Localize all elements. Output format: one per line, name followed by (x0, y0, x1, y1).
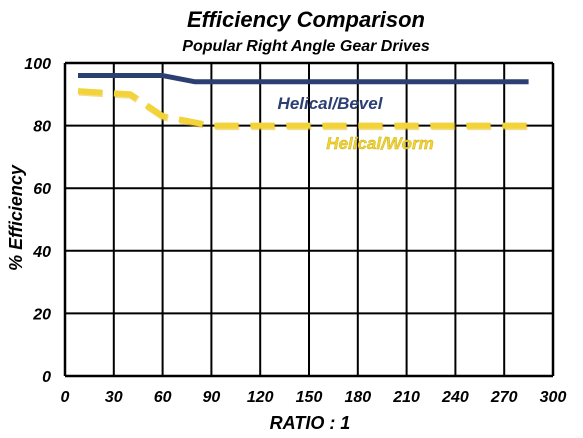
x-tick-label: 150 (296, 389, 323, 406)
series-label-helical-worm: Helical/Worm (326, 134, 433, 153)
y-tick-label: 20 (32, 306, 51, 323)
x-tick-label: 60 (154, 389, 172, 406)
chart-title: Efficiency Comparison (187, 7, 425, 32)
series-label-helical-bevel: Helical/Bevel (278, 94, 384, 113)
series-lines (77, 73, 530, 131)
x-tick-label: 300 (540, 389, 567, 406)
x-tick-label: 0 (61, 389, 70, 406)
grid-lines (63, 61, 555, 378)
x-tick-label: 90 (203, 389, 221, 406)
x-tick-label: 120 (247, 389, 274, 406)
y-tick-label: 0 (42, 369, 51, 386)
tick-labels: 0 30 60 90 120 150 180 210 240 270 300 0 20 40 60 80 100 (24, 56, 566, 406)
y-axis-label: % Efficiency (6, 164, 26, 271)
series-line-helical-bevel (78, 73, 529, 85)
x-tick-label: 30 (105, 389, 123, 406)
y-tick-label: 80 (33, 119, 51, 136)
x-tick-label: 210 (392, 389, 420, 406)
x-tick-label: 240 (441, 389, 469, 406)
y-tick-label: 40 (32, 244, 51, 261)
series-line-helical-worm (77, 88, 529, 129)
y-tick-label: 60 (33, 181, 51, 198)
chart-subtitle: Popular Right Angle Gear Drives (182, 38, 430, 55)
x-tick-label: 180 (344, 389, 371, 406)
x-axis-label: RATIO : 1 (270, 413, 351, 433)
x-tick-label: 270 (490, 389, 518, 406)
y-tick-label: 100 (24, 56, 51, 73)
